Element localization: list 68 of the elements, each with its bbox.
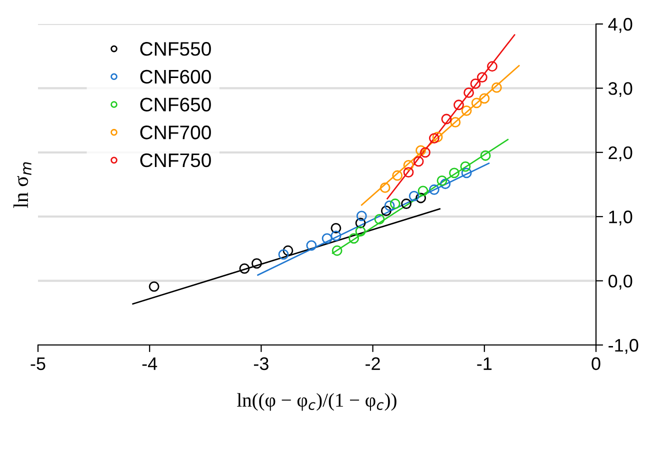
point xyxy=(428,133,440,144)
point xyxy=(380,206,392,216)
point xyxy=(476,72,488,82)
point xyxy=(460,161,471,172)
point xyxy=(322,233,332,244)
point xyxy=(471,98,482,108)
point xyxy=(401,198,412,209)
point xyxy=(348,233,360,244)
point xyxy=(420,147,430,158)
point xyxy=(428,184,440,195)
point xyxy=(356,210,367,222)
point xyxy=(392,170,403,181)
point xyxy=(408,190,420,202)
point xyxy=(491,82,502,93)
point xyxy=(330,222,342,234)
point xyxy=(464,87,474,98)
legend-label: CNF550 xyxy=(140,42,211,56)
point xyxy=(390,198,400,209)
x-tick-label: -1 xyxy=(477,357,492,370)
x-tick-label: -5 xyxy=(30,357,46,370)
point xyxy=(355,226,366,237)
legend-label: CNF650 xyxy=(140,98,211,112)
x-tick-label: -2 xyxy=(366,357,380,370)
point xyxy=(306,240,317,251)
y-axis-title: ln σ$_{m}$ xyxy=(13,162,32,208)
point xyxy=(418,186,428,196)
point xyxy=(449,168,460,178)
point xyxy=(384,200,395,211)
y-tick-label: 1,0 xyxy=(609,210,632,226)
point xyxy=(148,281,160,292)
y-tick-label: 0,0 xyxy=(608,274,632,290)
legend-label: CNF700 xyxy=(140,126,211,140)
point xyxy=(480,150,491,161)
point xyxy=(454,100,464,110)
point xyxy=(461,168,472,178)
point xyxy=(380,182,390,193)
point xyxy=(403,167,414,178)
y-tick-label: -1,0 xyxy=(608,338,638,354)
point xyxy=(332,245,342,256)
point xyxy=(282,245,294,256)
point xyxy=(450,117,461,128)
point xyxy=(330,230,342,242)
point xyxy=(278,249,289,260)
x-axis-title: ln((φ − φ$_{c}$)/(1 − φ$_{c}$)) xyxy=(237,393,396,411)
legend-label: CNF600 xyxy=(140,70,211,84)
point xyxy=(355,218,366,228)
y-tick-label: 4,0 xyxy=(608,18,632,33)
point xyxy=(374,214,385,224)
y-tick-label: 2,0 xyxy=(608,146,632,162)
point xyxy=(479,93,490,104)
point xyxy=(470,78,481,89)
x-tick-label: -3 xyxy=(254,357,268,370)
x-tick-label: 0 xyxy=(592,357,600,370)
x-tick-label: -4 xyxy=(142,357,158,370)
point xyxy=(403,160,414,170)
legend-label: CNF750 xyxy=(140,153,211,168)
point xyxy=(441,114,452,124)
point xyxy=(239,263,250,274)
point xyxy=(440,178,451,190)
point xyxy=(252,258,262,269)
point xyxy=(432,132,443,142)
point xyxy=(487,61,498,72)
point xyxy=(416,145,426,156)
point xyxy=(413,156,424,167)
y-tick-label: 3,0 xyxy=(608,82,632,98)
point xyxy=(416,192,426,204)
point xyxy=(461,105,472,116)
point xyxy=(436,175,448,186)
